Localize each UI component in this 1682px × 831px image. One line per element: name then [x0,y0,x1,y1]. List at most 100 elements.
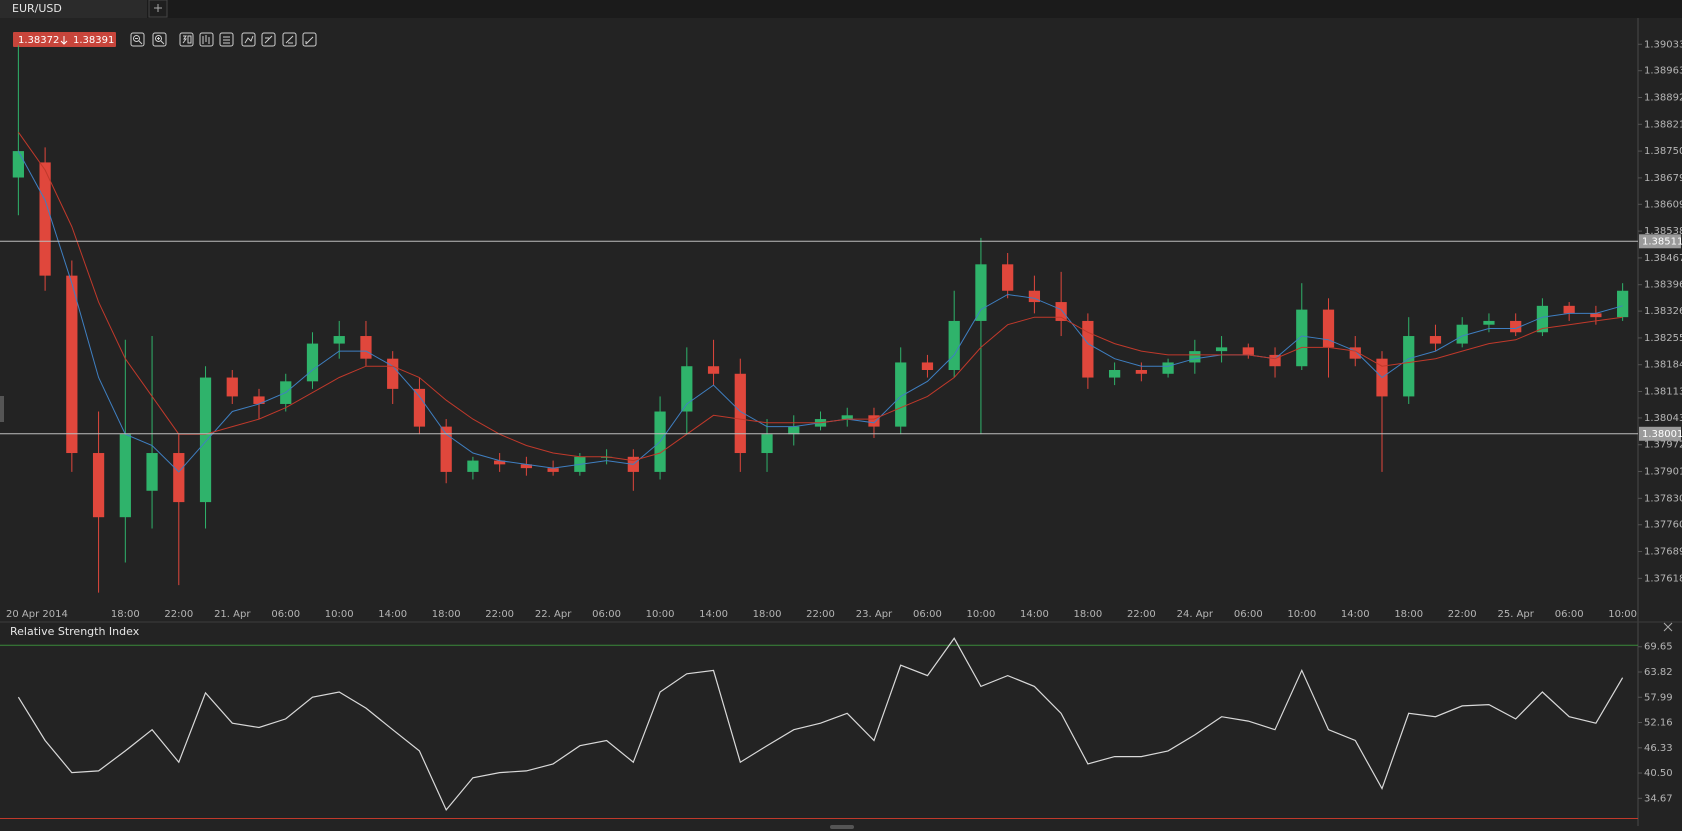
y-tick-label: 1.37689 [1644,547,1682,558]
x-tick-label: 06:00 [271,609,300,620]
candle-body [1296,309,1308,367]
y-tick-label: 34.67 [1644,793,1673,804]
compare-button[interactable] [241,32,256,47]
y-tick-label: 57.99 [1644,692,1673,703]
x-tick-label: 14:00 [699,609,728,620]
candle-body [39,162,51,276]
candle-body [707,366,720,374]
x-tick-label: 06:00 [913,609,942,620]
y-tick-label: 52.16 [1644,718,1673,729]
candle-body [761,434,773,454]
x-tick-label: 18:00 [432,609,461,620]
candle-body [1563,305,1575,314]
candle-body [333,336,345,344]
candle-body [1242,347,1254,355]
chart-type-button[interactable] [199,32,214,47]
y-tick-label: 1.38255 [1644,333,1682,344]
x-tick-label: 22:00 [1448,609,1477,620]
y-tick-label: 1.38963 [1644,66,1682,77]
x-tick-label: 24. Apr [1177,609,1214,620]
y-tick-label: 1.38538 [1644,226,1682,237]
moving-average [17,131,1623,462]
y-tick-label: 1.38609 [1644,199,1682,210]
side-handle[interactable] [0,396,4,422]
candle-body [895,362,907,427]
y-tick-label: 1.37830 [1644,493,1682,504]
tab-bar [0,0,1682,18]
price-line-label: 1.38511 [1642,236,1682,247]
x-tick-label: 18:00 [1394,609,1423,620]
drawing-button[interactable] [261,32,276,47]
x-tick-label: 18:00 [753,609,782,620]
candle-body [1028,290,1041,303]
candle-body [413,388,426,427]
timeframe-button[interactable] [179,32,194,47]
candle-body [1536,305,1549,333]
candle-body [119,434,131,518]
price-line-label-box [1639,426,1681,441]
x-tick-label: 22:00 [1127,609,1156,620]
candle-body [600,456,613,458]
tab-label: EUR/USD [12,2,62,15]
y-tick-label: 1.38467 [1644,253,1682,264]
y-tick-label: 1.37901 [1644,467,1682,478]
x-tick-label: 06:00 [592,609,621,620]
candle-body [146,453,158,491]
candle-body [734,373,746,454]
x-tick-label: 10:00 [967,609,996,620]
zoom-out-button[interactable] [130,32,145,47]
candle-body [1510,320,1522,333]
candle-body [868,415,880,427]
x-tick-label: 10:00 [325,609,354,620]
candle-body [547,468,559,472]
candle-body [1269,354,1281,367]
y-tick-label: 1.38750 [1644,146,1682,157]
x-tick-label: 22:00 [485,609,514,620]
x-tick-label: 18:00 [111,609,140,620]
down-arrow [60,36,68,45]
close-indicator-button[interactable] [1663,622,1673,632]
x-tick-label: 22. Apr [535,609,572,620]
candle-body [1590,313,1602,318]
candle-body [226,377,238,397]
candle-body [12,151,24,178]
indicators-button[interactable] [219,32,234,47]
template-button[interactable] [282,32,297,47]
candle-body [1189,351,1201,363]
candle-body [1617,290,1629,318]
x-tick-label: 14:00 [378,609,407,620]
x-tick-label: 06:00 [1234,609,1263,620]
candle-body [975,264,987,321]
x-tick-label: 10:00 [1608,609,1637,620]
resize-handle[interactable] [830,825,854,829]
candle-body [1002,264,1014,291]
x-tick-label: 06:00 [1555,609,1584,620]
x-tick-label: 21. Apr [214,609,251,620]
candle-body [467,460,479,472]
candle-body [520,464,533,469]
candle-body [1456,324,1468,344]
rsi-line [17,637,1624,812]
y-tick-label: 1.37760 [1644,520,1682,531]
x-tick-label: 22:00 [164,609,193,620]
x-tick-label: 10:00 [1287,609,1316,620]
zoom-in-button[interactable] [152,32,167,47]
candle-body [1108,370,1121,378]
candle-body [360,336,372,359]
candle-body [788,426,800,435]
y-tick-label: 40.50 [1644,768,1673,779]
candle-body [494,460,506,465]
candle-body [387,358,399,389]
y-tick-label: 1.37618 [1644,573,1682,584]
x-tick-label: 25. Apr [1497,609,1534,620]
bid-price: 1.38372 [18,35,59,46]
y-tick-label: 1.39033 [1644,39,1682,50]
y-tick-label: 1.37972 [1644,440,1682,451]
candle-body [253,396,265,404]
pencil-button[interactable] [302,32,317,47]
tab[interactable] [0,0,147,18]
candle-body [1403,336,1415,397]
x-tick-label: 14:00 [1341,609,1370,620]
